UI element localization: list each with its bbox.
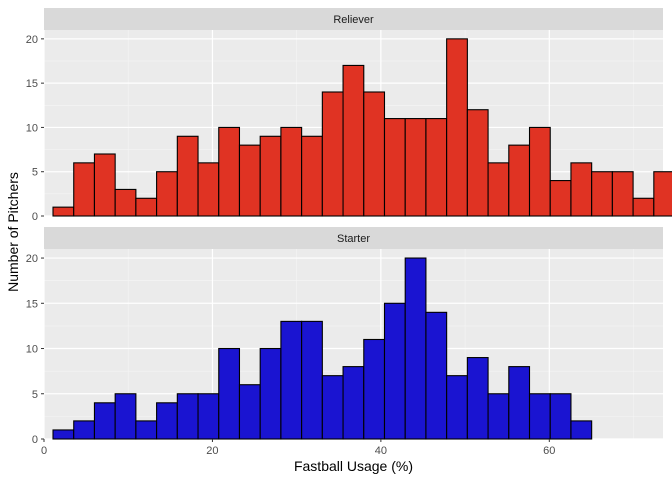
- histogram-bar: [342, 64, 365, 217]
- histogram-bar: [114, 393, 137, 440]
- y-tick-label: 5: [32, 167, 38, 179]
- histogram-bar: [218, 347, 241, 440]
- y-tick-label: 0: [32, 211, 38, 223]
- histogram-bar: [156, 402, 178, 440]
- histogram-bar: [135, 420, 158, 440]
- histogram-bar: [93, 402, 116, 440]
- histogram-bar: [487, 162, 510, 217]
- histogram-bar: [570, 420, 593, 440]
- histogram-bar: [52, 206, 75, 217]
- histogram-bar: [197, 162, 220, 217]
- y-tick-label: 10: [26, 344, 38, 356]
- y-tick-label: 0: [32, 434, 38, 446]
- y-tick-label: 15: [26, 298, 38, 310]
- histogram-bar: [632, 197, 655, 217]
- histogram-bar: [363, 338, 386, 440]
- facet-strip: [44, 8, 663, 30]
- histogram-bar: [508, 366, 531, 440]
- histogram-bar: [528, 126, 551, 217]
- histogram-bar: [301, 135, 323, 217]
- histogram-bar: [321, 375, 344, 440]
- histogram-bar: [280, 320, 303, 440]
- histogram-bar: [404, 257, 427, 440]
- x-tick-label: 60: [543, 445, 555, 457]
- chart-panels: Reliever 0 5 10 15 20 Starter 0 5 10 15 20: [26, 8, 672, 446]
- histogram-bar: [280, 126, 303, 217]
- histogram-bar: [404, 118, 427, 217]
- histogram-bar: [176, 393, 199, 440]
- histogram-bar: [259, 135, 282, 217]
- facet-strip-label: Reliever: [333, 14, 374, 26]
- histogram-bar: [156, 171, 178, 217]
- histogram-bar: [238, 384, 261, 440]
- histogram-bar: [653, 171, 672, 217]
- histogram-bar: [508, 144, 531, 217]
- histogram-bar: [197, 393, 220, 440]
- histogram-bar: [135, 197, 158, 217]
- x-tick-label: 20: [206, 445, 218, 457]
- histogram-bar: [466, 357, 489, 440]
- histogram-bar: [425, 311, 448, 440]
- histogram-bar: [238, 144, 261, 217]
- histogram-bar: [383, 118, 406, 217]
- y-tick-label: 20: [26, 34, 38, 46]
- y-axis-title: Number of Pitchers: [5, 172, 21, 292]
- histogram-bar: [218, 126, 241, 217]
- histogram-bar: [549, 393, 572, 440]
- y-tick-label: 10: [26, 122, 38, 134]
- facet-strip-label: Starter: [337, 233, 370, 245]
- histogram-bar: [466, 109, 489, 217]
- histogram-bar: [259, 347, 282, 440]
- histogram-bar: [549, 180, 572, 217]
- histogram-bar: [446, 38, 468, 217]
- histogram-bar: [487, 393, 510, 440]
- histogram-bar: [570, 162, 593, 217]
- histogram-bar: [73, 162, 95, 217]
- x-axis-title: Fastball Usage (%): [294, 458, 413, 474]
- panel-reliever: Reliever 0 5 10 15 20: [26, 8, 672, 223]
- facet-strip: [44, 227, 663, 249]
- y-tick-label: 20: [26, 253, 38, 265]
- histogram-bar: [342, 366, 365, 440]
- x-tick-label: 40: [375, 445, 387, 457]
- histogram-bar: [321, 91, 344, 217]
- histogram-bar: [611, 171, 634, 217]
- x-tick-label: 0: [41, 445, 47, 457]
- histogram-bar: [591, 171, 613, 217]
- histogram-bar: [528, 393, 551, 440]
- histogram-bar: [383, 302, 406, 440]
- histogram-bar: [73, 420, 95, 440]
- x-axis: 0 20 40 60: [41, 439, 555, 457]
- histogram-bar: [301, 320, 323, 440]
- panel-starter: Starter 0 5 10 15 20: [26, 227, 663, 446]
- histogram-bar: [363, 91, 386, 217]
- histogram-bar: [446, 375, 468, 440]
- histogram-bar: [52, 429, 75, 440]
- histogram-bar: [176, 135, 199, 217]
- y-tick-label: 5: [32, 389, 38, 401]
- y-tick-label: 15: [26, 78, 38, 90]
- histogram-bar: [114, 188, 137, 217]
- histogram-bar: [93, 153, 116, 217]
- histogram-bar: [425, 118, 448, 217]
